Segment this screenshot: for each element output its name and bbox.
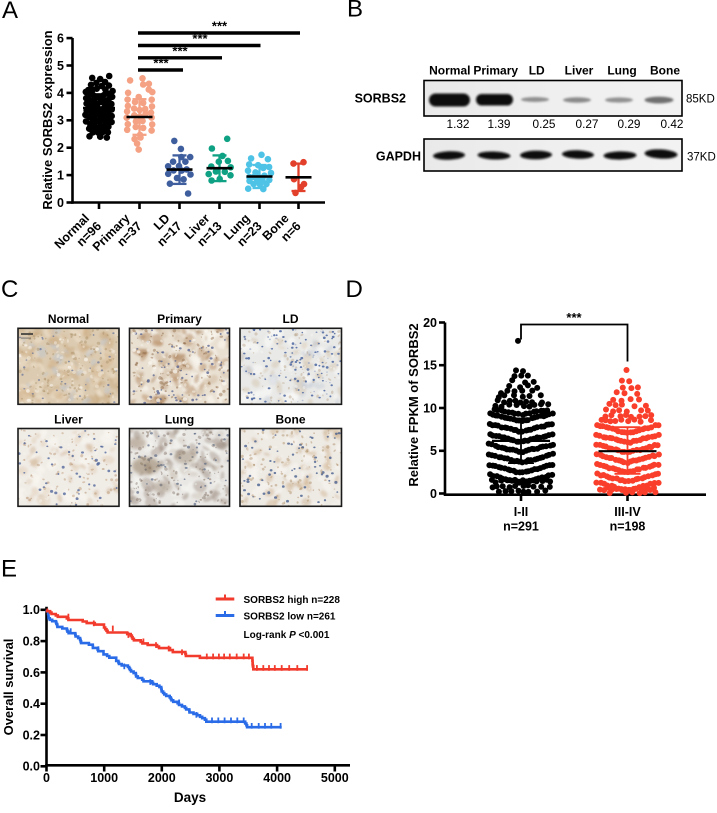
svg-text:0.8: 0.8 [23,635,40,649]
svg-text:1.39: 1.39 [488,117,511,131]
svg-text:Days: Days [174,790,206,805]
svg-text:Normal: Normal [429,64,470,78]
svg-text:I-II: I-II [514,505,529,519]
svg-text:***: *** [212,19,228,34]
svg-text:LD: LD [283,312,299,326]
svg-text:Primary: Primary [157,312,202,326]
svg-text:15: 15 [423,359,437,373]
svg-text:Liver: Liver [54,413,83,427]
svg-text:0.2: 0.2 [23,728,40,742]
svg-text:0.25: 0.25 [533,117,556,131]
svg-text:Bone: Bone [650,64,680,78]
svg-text:LD: LD [529,64,545,78]
svg-text:0.27: 0.27 [576,117,599,131]
svg-text:n=198: n=198 [610,520,646,534]
svg-text:B: B [347,0,363,23]
svg-text:5: 5 [57,59,64,73]
svg-text:1.0: 1.0 [23,603,40,617]
svg-text:85KD: 85KD [686,94,715,106]
svg-text:5000: 5000 [321,771,349,785]
svg-text:3000: 3000 [205,771,233,785]
svg-text:Primary: Primary [473,64,518,78]
svg-text:5: 5 [430,444,437,458]
svg-text:Log-rank P <0.001: Log-rank P <0.001 [244,630,330,641]
svg-text:0.0: 0.0 [23,760,40,774]
svg-text:E: E [1,556,17,583]
svg-text:***: *** [192,31,208,46]
svg-text:***: *** [566,310,582,325]
svg-text:4000: 4000 [263,771,291,785]
svg-text:***: *** [172,43,188,58]
svg-text:Overall survival: Overall survival [1,639,16,736]
svg-text:C: C [1,276,18,303]
svg-text:Relative SORBS2 expression: Relative SORBS2 expression [40,30,55,209]
svg-text:Bone: Bone [276,413,306,427]
svg-text:Lung: Lung [607,64,636,78]
svg-text:SORBS2 high n=228: SORBS2 high n=228 [244,595,341,606]
svg-text:20: 20 [423,316,437,330]
svg-text:0.42: 0.42 [661,117,684,131]
svg-text:2: 2 [57,141,64,155]
svg-text:4: 4 [57,86,64,100]
svg-text:2000: 2000 [148,771,176,785]
svg-text:III-IV: III-IV [614,505,641,519]
svg-text:D: D [346,276,363,303]
svg-text:0: 0 [430,487,437,501]
svg-text:0.6: 0.6 [23,666,40,680]
svg-text:0.29: 0.29 [618,117,641,131]
svg-text:1.32: 1.32 [447,117,470,131]
svg-text:3: 3 [57,114,64,128]
svg-text:SORBS2: SORBS2 [355,92,406,106]
svg-text:Lung: Lung [165,413,194,427]
svg-text:***: *** [153,56,169,71]
svg-text:A: A [2,0,18,24]
svg-text:n=291: n=291 [503,520,539,534]
svg-text:Normal: Normal [48,312,89,326]
svg-text:1: 1 [57,169,64,183]
svg-text:6: 6 [57,32,64,46]
svg-text:0: 0 [43,771,50,785]
svg-text:Liver: Liver [565,64,594,78]
svg-text:GAPDH: GAPDH [376,150,421,164]
svg-text:0.4: 0.4 [23,697,40,711]
svg-text:0: 0 [57,196,64,210]
svg-text:SORBS2 low n=261: SORBS2 low n=261 [244,611,336,622]
svg-text:1000: 1000 [90,771,118,785]
svg-text:Relative FPKM of SORBS2: Relative FPKM of SORBS2 [406,323,421,486]
svg-text:37KD: 37KD [687,152,716,164]
svg-text:10: 10 [423,401,437,415]
